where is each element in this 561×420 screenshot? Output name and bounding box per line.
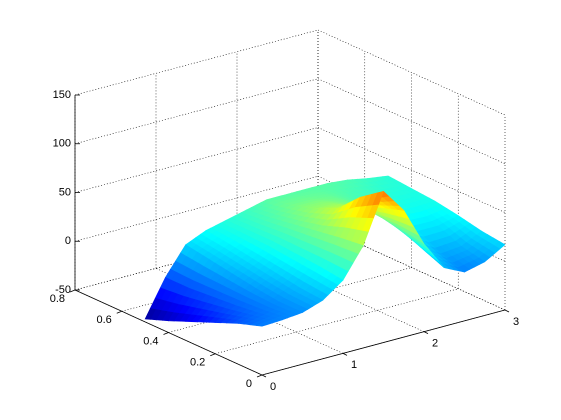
x-tick-label: 2	[432, 338, 438, 350]
x-tick-label: 0	[270, 381, 276, 393]
z-tick-label: -50	[55, 284, 71, 296]
y-tick-label: 0.8	[50, 293, 65, 305]
y-tick-label: 0.2	[190, 357, 205, 369]
grid-line	[317, 224, 506, 311]
y-tick	[69, 289, 76, 293]
x-tick-label: 1	[351, 359, 357, 371]
z-tick-label: 50	[59, 186, 71, 198]
x-tick	[504, 309, 510, 313]
x-axis	[261, 309, 506, 376]
grid-line	[74, 78, 319, 145]
z-tick-label: 0	[65, 235, 71, 247]
y-tick-label: 0.6	[96, 314, 111, 326]
y-tick	[256, 374, 263, 378]
y-tick-label: 0	[246, 378, 252, 390]
surface-patch	[256, 323, 268, 327]
x-tick	[261, 374, 267, 378]
grid-line	[317, 29, 506, 116]
grid-line	[74, 127, 319, 193]
y-tick	[210, 353, 216, 357]
y-tick	[163, 332, 169, 335]
grid-line	[74, 29, 319, 96]
x-tick-label: 3	[513, 316, 519, 328]
x-tick	[342, 352, 348, 356]
grid-line	[317, 127, 506, 213]
y-tick	[116, 310, 122, 314]
x-tick	[423, 331, 429, 335]
z-tick-label: 150	[53, 89, 71, 101]
z-tick-label: 100	[53, 138, 71, 150]
y-tick-label: 0.4	[143, 335, 158, 347]
grid-line	[317, 78, 506, 165]
